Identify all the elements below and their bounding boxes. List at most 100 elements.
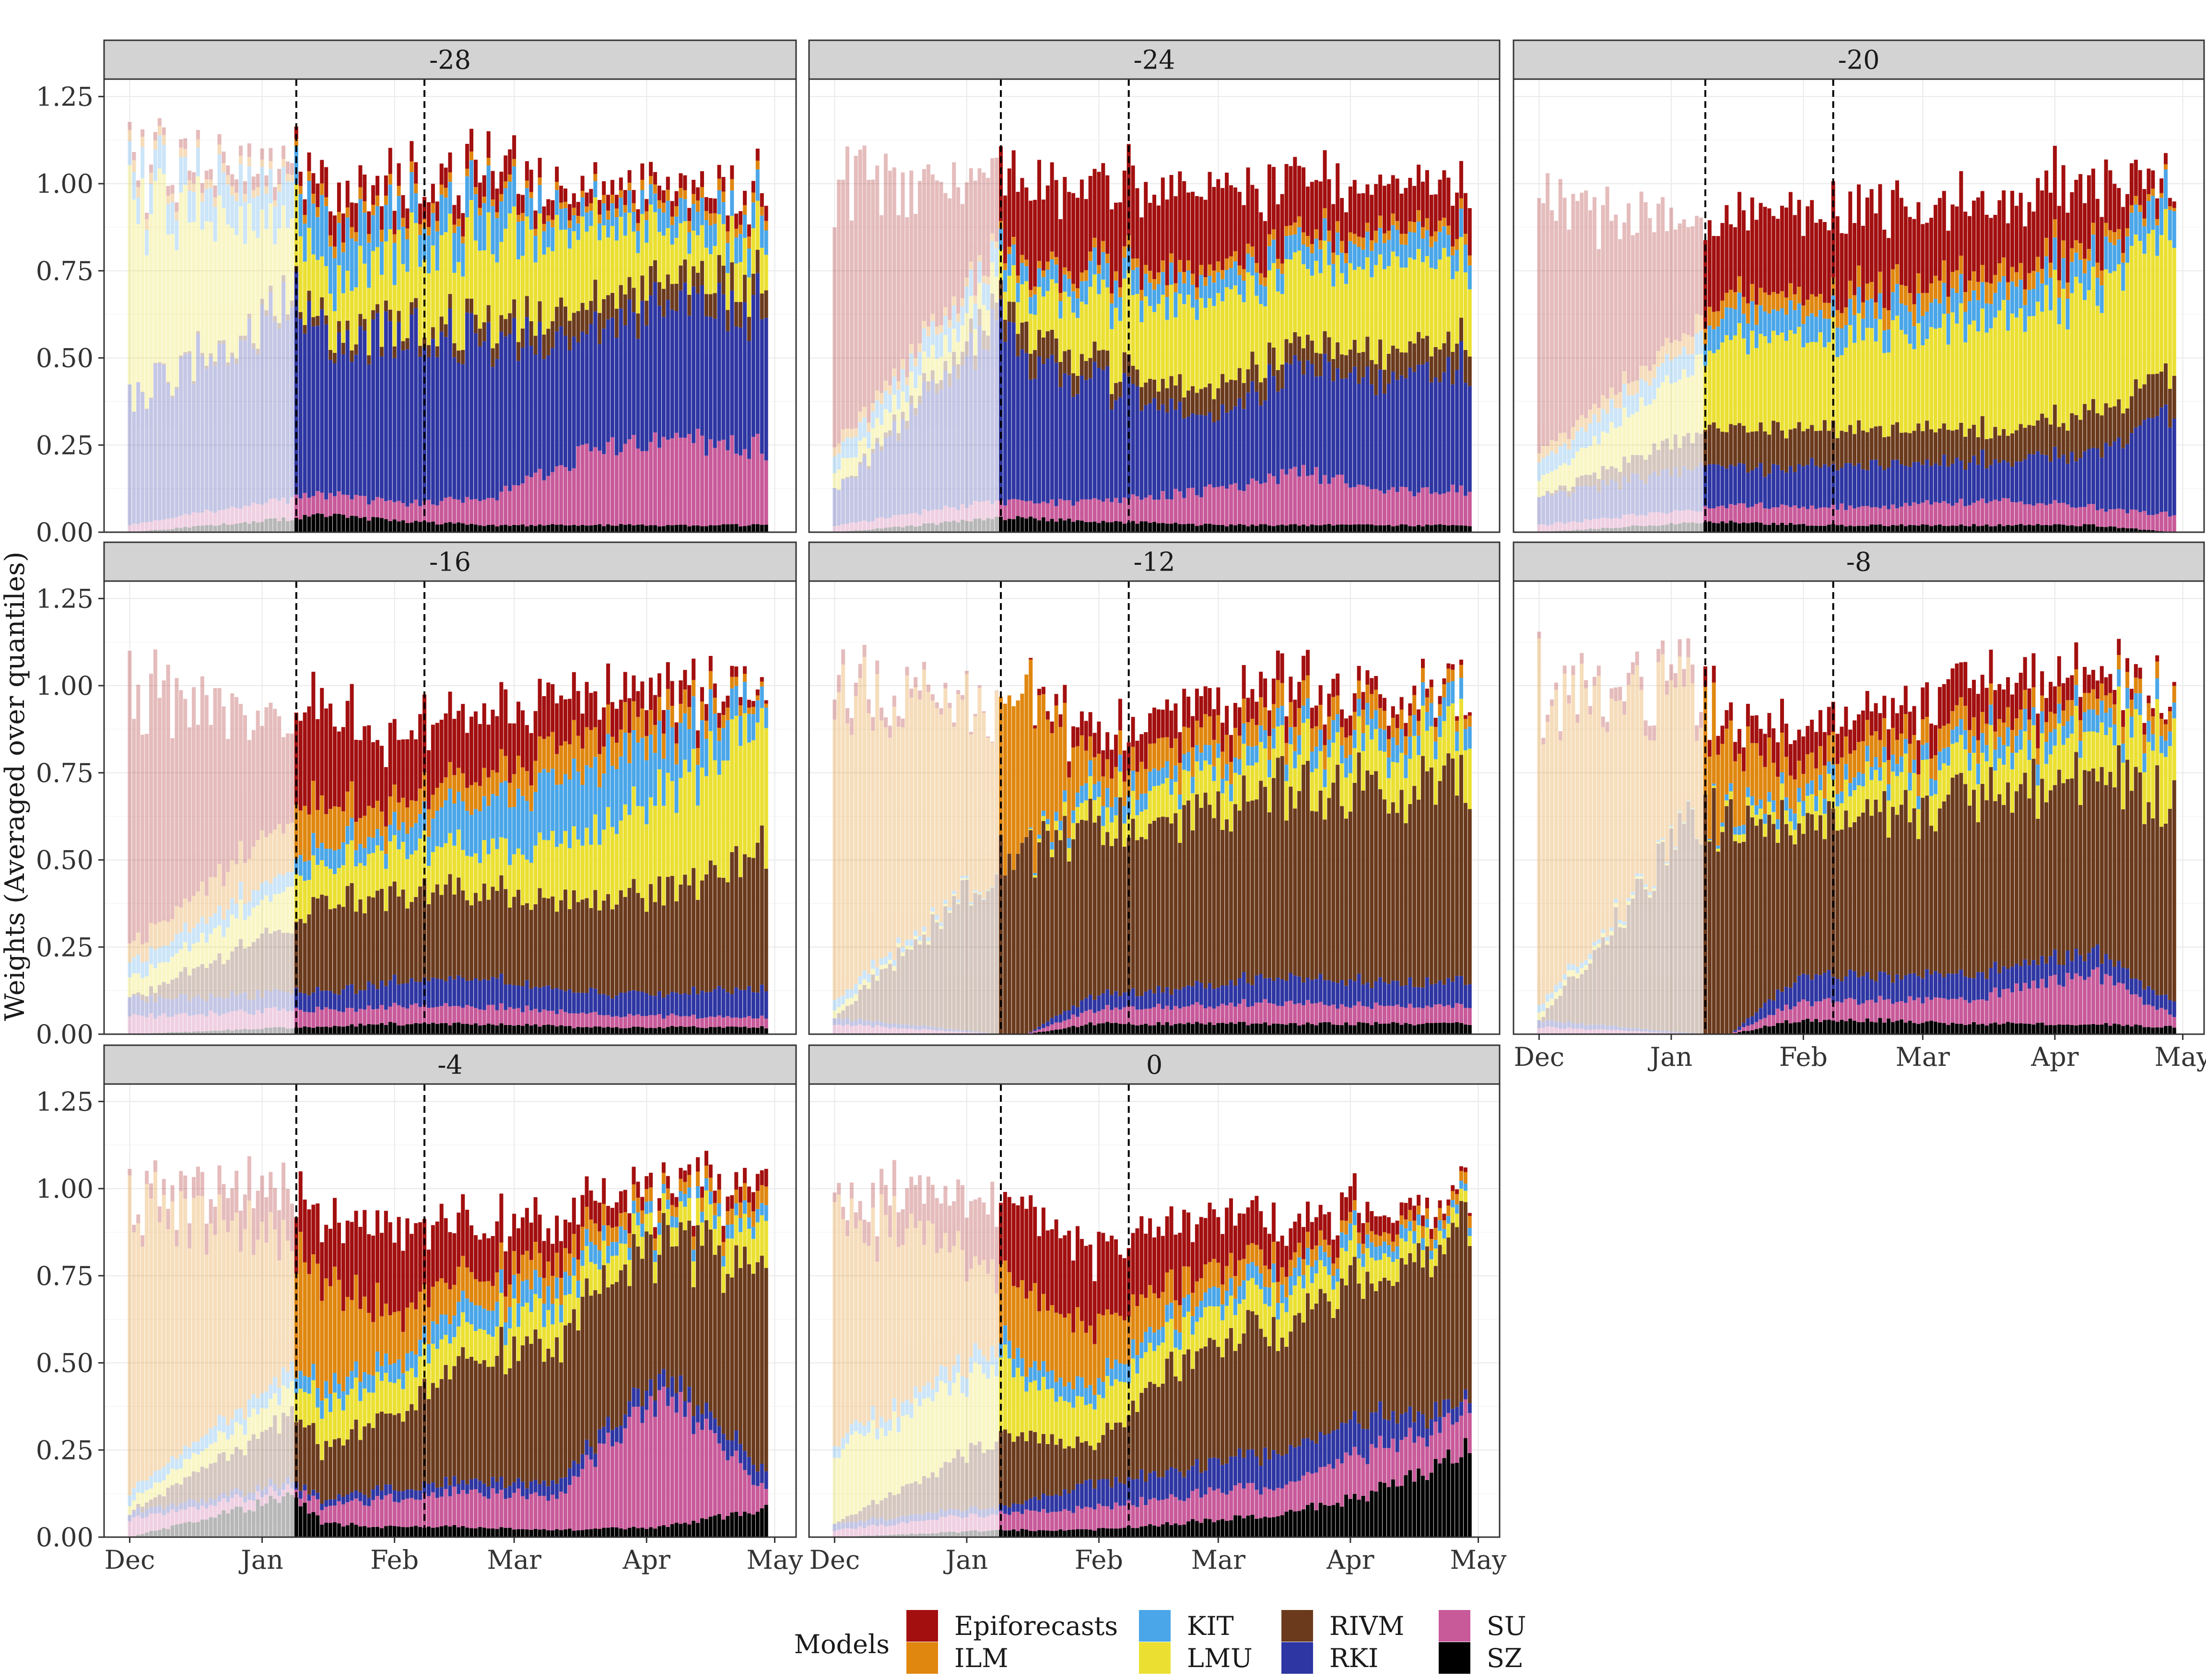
bar-segment-ilm (179, 148, 183, 157)
bar-segment-kit (388, 825, 392, 841)
bar-segment-lmu (491, 254, 495, 348)
bar-segment-ilm (128, 130, 131, 141)
bar-segment-rki (1644, 484, 1648, 516)
bar-segment-epiforecasts (1913, 219, 1916, 304)
bar-segment-sz (2006, 525, 2010, 532)
bar-segment-kit (1016, 283, 1020, 302)
bar-segment-ilm (1721, 301, 1725, 319)
bar-segment-epiforecasts (252, 730, 256, 847)
bar-segment-rki (243, 992, 247, 1011)
bar-segment-epiforecasts (448, 692, 452, 762)
day-stack (303, 712, 307, 1034)
bar-segment-rki (1067, 375, 1071, 501)
bar-segment-rivm (1913, 431, 1916, 462)
day-stack (235, 179, 238, 532)
bar-segment-lmu (136, 224, 140, 382)
bar-segment-ilm (576, 216, 580, 223)
day-stack (636, 209, 640, 532)
bar-segment-kit (1336, 233, 1339, 255)
bar-segment-sz (969, 521, 973, 532)
bar-segment-sz (256, 1029, 260, 1034)
bar-segment-kit (175, 221, 178, 250)
day-stack (256, 711, 260, 1034)
bar-segment-epiforecasts (922, 169, 926, 321)
bar-segment-rki (427, 981, 431, 1008)
bar-segment-su (1823, 507, 1827, 526)
day-stack (1314, 180, 1318, 532)
bar-segment-rki (619, 308, 623, 452)
bar-segment-su (884, 519, 888, 528)
day-stack (226, 165, 230, 532)
bar-segment-epiforecasts (1976, 198, 1980, 282)
bar-segment-sz (931, 523, 935, 532)
bar-segment-epiforecasts (576, 202, 580, 216)
bar-segment-su (183, 514, 187, 527)
bar-segment-ilm (1365, 223, 1369, 232)
bar-segment-su (1925, 500, 1929, 525)
bar-segment-rki (141, 1000, 144, 1016)
day-stack (1669, 208, 1673, 532)
bar-segment-sz (478, 525, 482, 532)
day-stack (448, 692, 452, 1034)
bar-segment-kit (145, 230, 149, 255)
bar-segment-ilm (1361, 237, 1365, 249)
bar-segment-epiforecasts (435, 723, 439, 788)
y-tick-label: 0.75 (36, 256, 94, 286)
bar-segment-sz (461, 523, 465, 532)
bar-segment-kit (1178, 272, 1182, 294)
bar-segment-ilm (1644, 366, 1648, 382)
bar-segment-lmu (632, 232, 636, 288)
bar-segment-lmu (559, 230, 563, 297)
bar-segment-rivm (1195, 393, 1199, 415)
bar-segment-kit (375, 829, 379, 845)
bar-segment-rivm (696, 273, 700, 293)
day-stack (393, 719, 397, 1034)
bar-segment-rivm (1959, 423, 1963, 461)
bar-segment-su (841, 524, 845, 531)
day-stack (431, 724, 435, 1034)
bar-segment-su (418, 1007, 422, 1023)
bar-segment-su (1229, 485, 1233, 525)
bar-segment-ilm (435, 788, 439, 811)
day-stack (1055, 180, 1058, 532)
bar-segment-lmu (1302, 264, 1305, 348)
day-stack (888, 171, 892, 532)
bar-segment-epiforecasts (1208, 172, 1212, 265)
bar-segment-ilm (388, 174, 392, 185)
bar-segment-ilm (1755, 304, 1759, 325)
bar-segment-kit (444, 198, 448, 232)
day-stack (525, 161, 529, 532)
bar-segment-ilm (1263, 278, 1267, 286)
bar-segment-ilm (2049, 263, 2053, 278)
bar-segment-rivm (282, 933, 285, 992)
day-stack (747, 224, 751, 532)
bar-segment-sz (542, 525, 546, 532)
bar-segment-sz (692, 525, 695, 532)
bar-segment-rki (1934, 463, 1937, 502)
bar-segment-epiforecasts (350, 684, 354, 782)
bar-segment-su (1255, 481, 1258, 526)
bar-segment-lmu (1755, 348, 1759, 432)
bar-segment-rki (452, 980, 456, 1006)
day-stack (927, 164, 930, 532)
bar-segment-su (2078, 507, 2082, 526)
bar-segment-ilm (760, 207, 764, 215)
bar-segment-rki (1916, 462, 1920, 504)
bar-segment-rki (965, 356, 969, 508)
bar-segment-ilm (1105, 254, 1109, 263)
day-stack (1118, 202, 1122, 532)
bar-segment-rivm (1789, 430, 1793, 466)
bar-segment-rivm (914, 408, 917, 415)
day-stack (2040, 190, 2044, 532)
bar-segment-sz (200, 525, 204, 532)
bar-segment-rki (1665, 469, 1669, 514)
bar-segment-su (290, 497, 294, 520)
day-stack (709, 198, 713, 532)
bar-segment-lmu (487, 854, 491, 900)
bar-segment-epiforecasts (521, 195, 525, 213)
bar-segment-lmu (1895, 315, 1899, 422)
bar-segment-lmu (1327, 265, 1331, 337)
bar-segment-rki (1929, 466, 1933, 504)
day-stack (499, 682, 503, 1034)
bar-segment-lmu (188, 222, 191, 351)
